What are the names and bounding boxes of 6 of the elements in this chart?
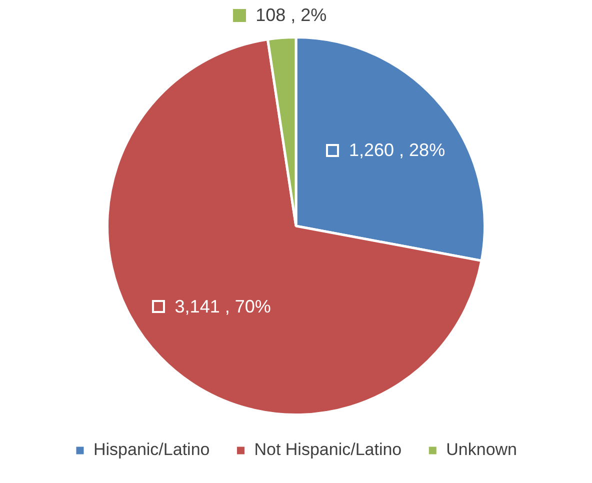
data-label: 1,260 , 28% <box>349 140 446 160</box>
legend-label: Not Hispanic/Latino <box>254 440 402 460</box>
legend-label: Unknown <box>446 440 518 460</box>
data-label: 3,141 , 70% <box>174 296 271 316</box>
data-label: 108 , 2% <box>256 4 327 25</box>
legend-label: Hispanic/Latino <box>93 440 210 460</box>
